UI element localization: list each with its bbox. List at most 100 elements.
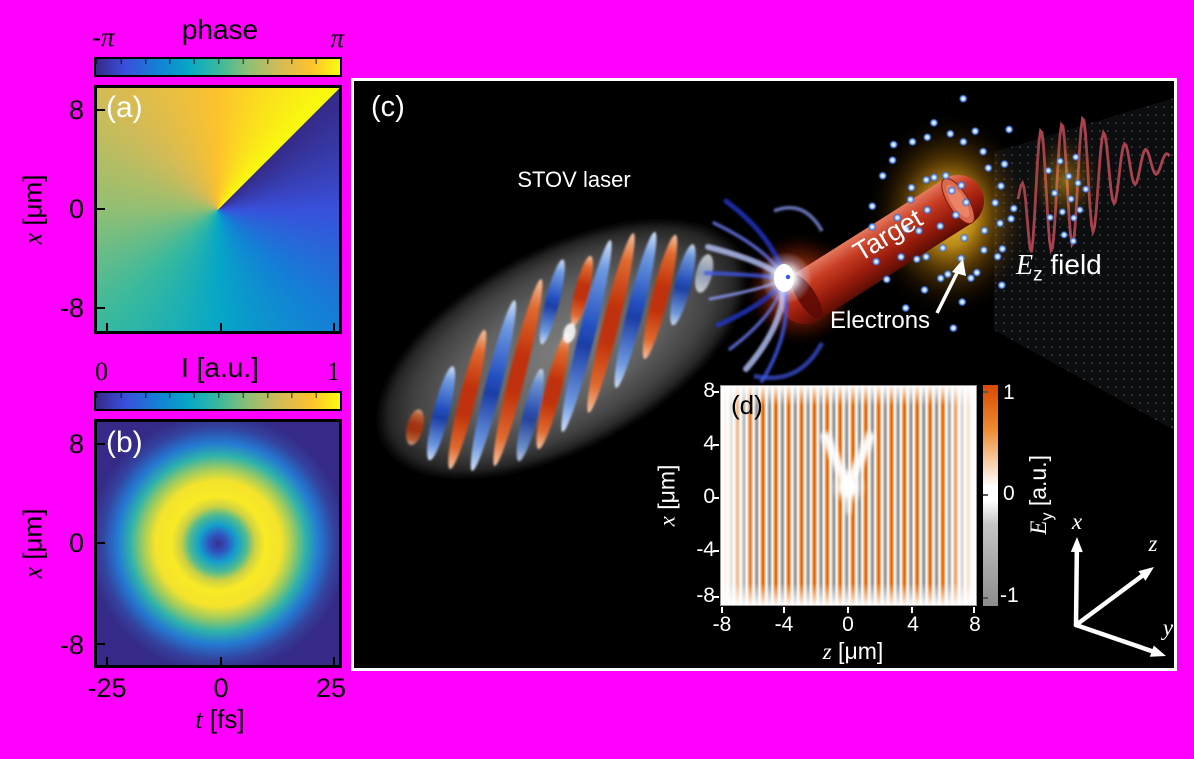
panel-d-tickmark	[847, 607, 849, 613]
panel-a-ytick-8: 8	[68, 95, 84, 125]
panel-d-ylabel-var: x	[654, 516, 680, 527]
phase-colorbar	[94, 57, 342, 77]
panel-a-label: (a)	[106, 91, 143, 124]
panel-d-tickmark	[911, 607, 913, 613]
panel-d-tickmark	[713, 444, 719, 446]
panel-d-tickmark	[721, 607, 723, 613]
ey-colorbar-tickmark	[983, 597, 988, 599]
ey-colorbar-tick-0: 0	[1003, 482, 1015, 505]
panel-a-ylabel-unit: [μm]	[17, 174, 48, 233]
intensity-colorbar-max-label: 1	[327, 357, 340, 386]
panel-d-xtick-8: 8	[969, 613, 981, 636]
panel-d-tickmark	[713, 391, 719, 393]
stov-laser-label: STOV laser	[517, 167, 631, 192]
panel-d-xtick-4: 4	[907, 613, 919, 636]
panel-d-xlabel: z [μm]	[783, 638, 923, 665]
phase-colorbar-title: phase	[181, 14, 259, 45]
panel-a-tickmark	[220, 323, 222, 331]
panel-d-xtick-0: 0	[842, 613, 854, 636]
panel-d-xtick-m4: -4	[774, 613, 794, 636]
ey-colorbar-tickmark	[983, 391, 988, 393]
panel-b-xlabel: t [fs]	[150, 704, 290, 735]
panel-b-xlabel-unit: [fs]	[202, 704, 245, 734]
ez-field-sub: z	[1033, 264, 1043, 286]
ez-field-label: Ez field	[1016, 249, 1102, 287]
panel-d-tickmark	[783, 607, 785, 613]
ey-colorbar-label-rest: [a.u.]	[1025, 455, 1052, 513]
panel-b-label: (b)	[106, 426, 143, 459]
electron-dots	[867, 94, 1090, 333]
panel-d-ytick-m4: -4	[696, 538, 715, 561]
panel-a-tickmark	[97, 208, 105, 210]
electrons-arrow	[935, 259, 966, 314]
panel-b-ylabel-unit: [μm]	[17, 508, 48, 567]
electron-glow-small	[1023, 129, 1107, 233]
panel-d-tickmark	[973, 607, 975, 613]
panel-a-tickmark	[333, 323, 335, 331]
panel-b-ylabel: x [μm]	[18, 474, 49, 614]
panel-b-ytick-0: 0	[68, 528, 84, 558]
panel-b-ytick-8: 8	[68, 429, 84, 459]
panel-d-ylabel: x [μm]	[654, 426, 681, 566]
intensity-colorbar-ticks	[96, 393, 340, 398]
panel-b-intensity-heatmap	[94, 419, 342, 668]
panel-d-xlabel-unit: [μm]	[831, 638, 884, 664]
panel-a-phase-heatmap	[94, 85, 342, 334]
panel-d-xlabel-var: z	[822, 639, 832, 664]
panel-b-xtick-m25: -25	[87, 673, 127, 703]
panel-d-ytick-m8: -8	[696, 584, 715, 607]
intensity-colorbar-title: I [a.u.]	[181, 352, 259, 383]
panel-d-ytick-8: 8	[703, 379, 715, 402]
panel-b-tickmark	[97, 542, 105, 544]
intensity-colorbar-min-label: 0	[95, 357, 108, 386]
ez-field-var: E	[1016, 250, 1034, 281]
stov-pulse-stripes	[406, 231, 714, 471]
panel-b-tickmark	[333, 657, 335, 665]
panel-a-tickmark	[106, 323, 108, 331]
panel-c-label: (c)	[371, 91, 405, 123]
coordinate-axes: x z y	[1070, 509, 1174, 657]
panel-d-ytick-4: 4	[703, 432, 715, 455]
axis-y-label: y	[1161, 615, 1174, 640]
panel-b-tickmark	[97, 643, 105, 645]
ey-colorbar-label: Ey [a.u.]	[1025, 425, 1057, 565]
panel-b-tickmark	[220, 657, 222, 665]
panel-b-xlabel-var: t	[195, 705, 203, 734]
panel-b-xtick-0: 0	[213, 673, 229, 703]
panel-d-tickmark	[713, 596, 719, 598]
intensity-colorbar	[94, 391, 342, 411]
panel-a-tickmark	[97, 109, 105, 111]
phase-colorbar-min-label: -π	[92, 22, 115, 52]
ey-colorbar-tickmark	[983, 494, 988, 496]
panel-a-ylabel-var: x	[18, 232, 48, 245]
flash-core-center	[774, 264, 794, 292]
ey-colorbar	[983, 385, 998, 606]
axis-z-label: z	[1148, 531, 1158, 556]
phase-colorbar-ticks	[96, 59, 340, 64]
panel-d-ylabel-unit: [μm]	[653, 464, 680, 517]
panel-b-tickmark	[97, 443, 105, 445]
panel-a-ytick-m8: -8	[59, 293, 84, 323]
vortex-fork-dislocation	[819, 430, 877, 515]
panel-d-ytick-0: 0	[703, 485, 715, 508]
ey-colorbar-label-sub: y	[1038, 512, 1056, 521]
panel-a-ytick-0: 0	[68, 194, 84, 224]
panel-b-xtick-25: 25	[315, 673, 347, 703]
ey-colorbar-tick-m1: -1	[1000, 584, 1019, 607]
panel-d-xtick-m8: -8	[712, 613, 732, 636]
axis-x-label: x	[1071, 509, 1083, 534]
target-cylinder	[779, 175, 984, 324]
panel-d-tickmark	[713, 497, 719, 499]
panel-b-ytick-m8: -8	[59, 630, 84, 660]
panel-a-ylabel: x [μm]	[18, 140, 49, 280]
panel-a-tickmark	[97, 307, 105, 309]
panel-b-tickmark	[106, 657, 108, 665]
panel-b-ylabel-var: x	[18, 566, 48, 579]
ey-colorbar-label-var: E	[1026, 520, 1052, 535]
ez-field-rest: field	[1042, 249, 1102, 280]
panel-d-tickmark	[713, 550, 719, 552]
panel-d-label: (d)	[731, 390, 763, 420]
ey-colorbar-tick-1: 1	[1003, 381, 1015, 404]
